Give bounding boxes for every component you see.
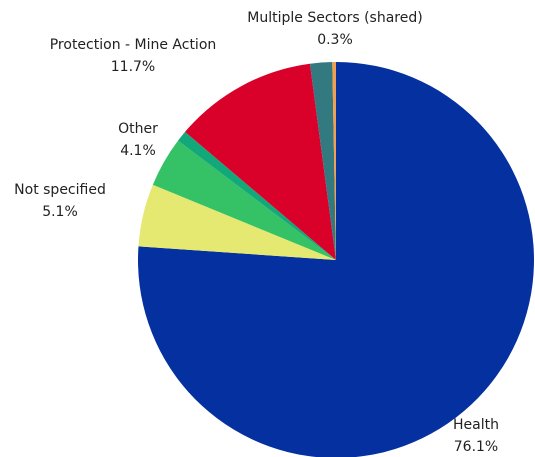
pie-slice [332, 62, 336, 260]
slice-label: Health [453, 417, 499, 433]
slice-value-label: 4.1% [120, 143, 156, 159]
slice-label: Not specified [14, 182, 106, 198]
slice-value-label: 11.7% [111, 59, 155, 75]
slice-value-label: 0.3% [317, 32, 353, 48]
slice-label: Multiple Sectors (shared) [247, 10, 422, 26]
slice-value-label: 5.1% [42, 204, 78, 220]
slice-value-label: 76.1% [454, 439, 498, 455]
pie-slice [138, 62, 534, 457]
pie-slice [185, 63, 336, 261]
slice-label: Other [118, 121, 158, 137]
pie-slice [138, 184, 336, 260]
pie-slice [309, 62, 336, 261]
pie-slice [178, 131, 336, 260]
pie-slice [152, 140, 336, 260]
slice-label: Protection - Mine Action [50, 37, 217, 53]
